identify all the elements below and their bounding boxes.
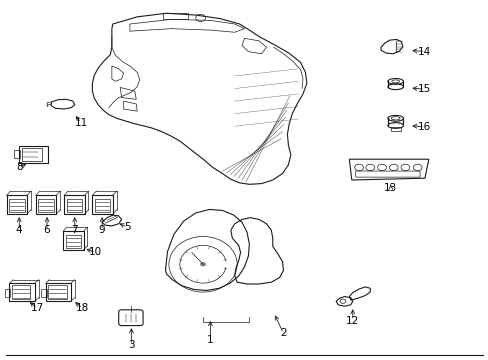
Bar <box>390 127 400 131</box>
Text: 3: 3 <box>128 340 134 350</box>
Text: 4: 4 <box>16 225 22 235</box>
Bar <box>36 195 56 214</box>
Text: 8: 8 <box>16 162 22 172</box>
Text: 7: 7 <box>71 225 78 235</box>
Bar <box>38 199 54 212</box>
Bar <box>19 145 47 163</box>
Text: 12: 12 <box>346 316 359 325</box>
Bar <box>66 199 82 212</box>
Bar <box>48 285 66 300</box>
Bar <box>6 195 27 214</box>
Bar <box>9 283 35 301</box>
Text: 6: 6 <box>43 225 50 235</box>
Bar <box>95 199 110 212</box>
Bar <box>22 148 41 161</box>
Bar <box>64 195 84 214</box>
Bar <box>4 289 10 297</box>
Bar <box>92 195 113 214</box>
Text: 11: 11 <box>74 118 87 128</box>
Text: 16: 16 <box>417 122 430 132</box>
Text: 9: 9 <box>99 225 105 235</box>
Bar <box>65 235 81 248</box>
Bar <box>12 285 30 300</box>
Bar <box>9 199 24 212</box>
Text: 15: 15 <box>417 84 430 94</box>
Text: 14: 14 <box>417 46 430 57</box>
Bar <box>14 150 20 158</box>
Text: 1: 1 <box>206 334 213 345</box>
Circle shape <box>200 262 205 266</box>
Text: 2: 2 <box>280 328 286 338</box>
Bar <box>63 231 83 250</box>
Text: 17: 17 <box>31 303 44 314</box>
Text: 10: 10 <box>89 247 102 257</box>
Bar <box>45 283 71 301</box>
Text: 18: 18 <box>76 303 89 314</box>
Text: 13: 13 <box>384 183 397 193</box>
Text: 5: 5 <box>124 222 130 232</box>
Bar <box>41 289 46 297</box>
Bar <box>162 13 187 19</box>
